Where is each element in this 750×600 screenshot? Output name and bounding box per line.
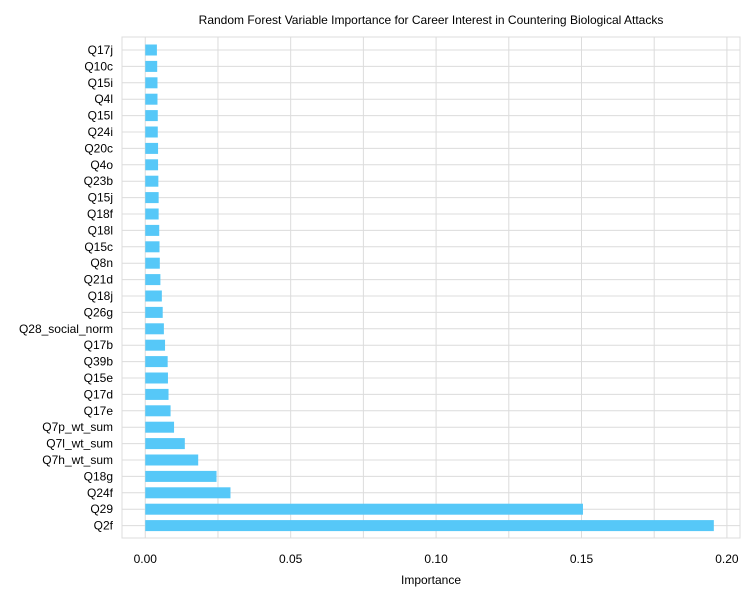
- y-tick-label: Q10c: [84, 59, 113, 73]
- y-tick-label: Q15e: [84, 371, 114, 385]
- y-tick-label: Q18f: [87, 207, 114, 221]
- bar-Q8n: [145, 257, 160, 269]
- y-tick-label: Q29: [90, 502, 113, 516]
- bar-Q17b: [145, 339, 166, 351]
- bar-Q26g: [145, 306, 163, 318]
- bar-Q18g: [145, 470, 217, 482]
- bars: [145, 44, 714, 532]
- bar-Q21d: [145, 274, 161, 286]
- y-tick-label: Q15c: [84, 240, 113, 254]
- bar-Q4o: [145, 159, 159, 171]
- bar-Q10c: [145, 60, 158, 72]
- y-tick-label: Q20c: [84, 141, 113, 155]
- plot-panel-border: [121, 36, 741, 539]
- bar-Q18j: [145, 290, 162, 302]
- bar-Q15i: [145, 77, 158, 89]
- x-tick-label: 0.00: [134, 552, 158, 566]
- y-tick-label: Q15i: [88, 76, 113, 90]
- bar-Q18f: [145, 208, 159, 220]
- y-tick-label: Q4o: [90, 158, 113, 172]
- y-tick-label: Q2f: [94, 519, 114, 533]
- bar-Q39b: [145, 356, 168, 368]
- bar-Q17e: [145, 405, 171, 417]
- bar-Q4l: [145, 93, 158, 105]
- bar-Q15l: [145, 110, 158, 122]
- y-tick-label: Q24f: [87, 486, 114, 500]
- y-tick-label: Q17e: [84, 404, 114, 418]
- bar-Q17j: [145, 44, 157, 56]
- y-tick-label: Q4l: [94, 92, 113, 106]
- bar-Q2f: [145, 520, 714, 532]
- y-tick-label: Q24i: [88, 125, 113, 139]
- y-tick-label: Q18l: [88, 223, 113, 237]
- bar-Q7l_wt_sum: [145, 438, 185, 450]
- x-axis-ticks: 0.00 0.05 0.10 0.15 0.20: [134, 552, 739, 566]
- y-tick-label: Q23b: [84, 174, 114, 188]
- y-tick-label: Q17d: [84, 387, 113, 401]
- y-tick-label: Q8n: [90, 256, 113, 270]
- y-tick-label: Q26g: [84, 305, 113, 319]
- x-tick-label: 0.15: [570, 552, 594, 566]
- bar-Q17d: [145, 388, 169, 400]
- bar-Q23b: [145, 175, 159, 187]
- y-axis-ticks: Q17j Q10c Q15i Q4l Q15l Q24i Q20c Q4o Q23b Q15j Q1…: [19, 43, 114, 533]
- bar-Q15e: [145, 372, 168, 384]
- y-tick-label: Q28_social_norm: [19, 322, 113, 336]
- x-tick-label: 0.20: [715, 552, 739, 566]
- y-tick-label: Q7l_wt_sum: [46, 437, 113, 451]
- y-tick-label: Q7h_wt_sum: [42, 453, 113, 467]
- y-tick-label: Q17b: [84, 338, 114, 352]
- bar-Q7p_wt_sum: [145, 421, 175, 433]
- grid: [121, 36, 741, 539]
- x-tick-label: 0.05: [279, 552, 303, 566]
- chart-title: Random Forest Variable Importance for Ca…: [199, 13, 664, 27]
- x-axis-title: Importance: [401, 573, 461, 587]
- y-tick-label: Q21d: [84, 273, 113, 287]
- y-tick-label: Q18j: [88, 289, 113, 303]
- y-tick-label: Q17j: [88, 43, 113, 57]
- bar-Q28_social_norm: [145, 323, 164, 335]
- bar-Q15c: [145, 241, 160, 253]
- bar-Q24f: [145, 487, 231, 499]
- y-tick-label: Q15l: [88, 109, 113, 123]
- y-tick-label: Q7p_wt_sum: [42, 420, 113, 434]
- bar-Q29: [145, 503, 583, 515]
- y-tick-label: Q15j: [88, 191, 113, 205]
- bar-Q7h_wt_sum: [145, 454, 199, 466]
- bar-Q20c: [145, 142, 159, 154]
- bar-Q18l: [145, 224, 160, 236]
- x-tick-label: 0.10: [424, 552, 448, 566]
- bar-Q24i: [145, 126, 158, 138]
- bar-Q15j: [145, 192, 159, 204]
- y-tick-label: Q18g: [84, 469, 113, 483]
- y-tick-label: Q39b: [84, 355, 114, 369]
